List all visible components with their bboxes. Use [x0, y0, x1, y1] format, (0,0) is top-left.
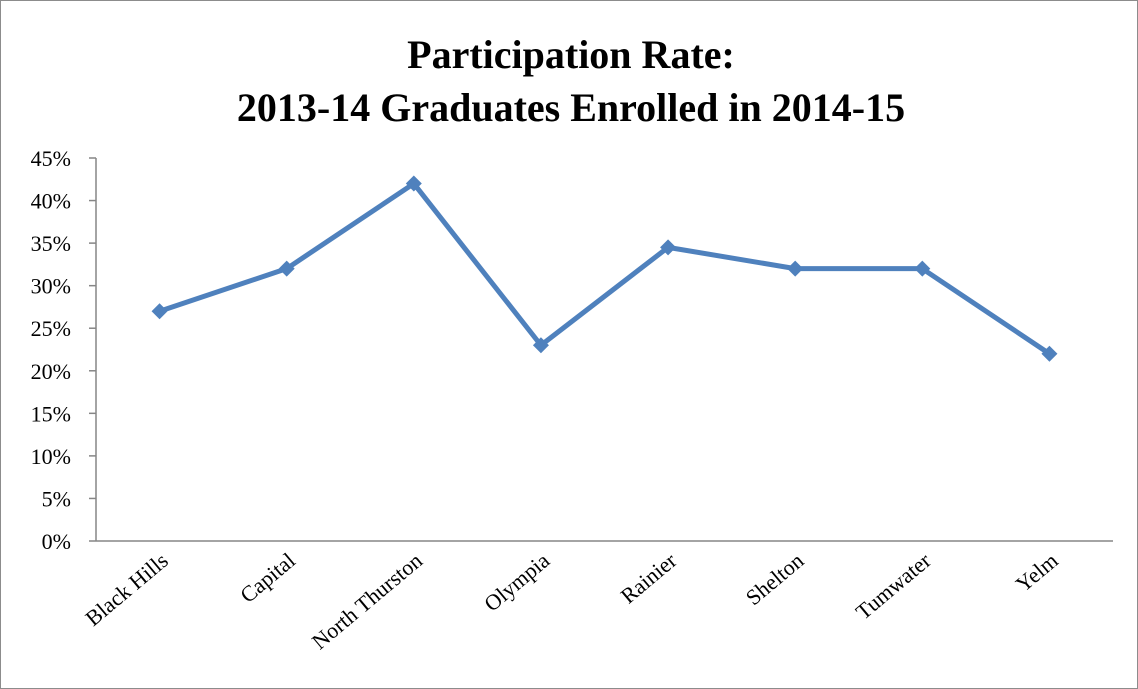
- x-tick-label: Yelm: [1011, 548, 1063, 597]
- x-tick-label: Black Hills: [80, 548, 172, 631]
- data-point-marker: [151, 303, 168, 320]
- data-point-marker: [660, 239, 677, 256]
- x-tick-label: Rainier: [616, 547, 682, 608]
- data-point-marker: [914, 260, 931, 277]
- chart-title-line-2: 2013-14 Graduates Enrolled in 2014-15: [237, 85, 905, 130]
- y-tick-label: 20%: [31, 359, 71, 384]
- y-tick-labels: 0% 5% 10% 15% 20% 25% 30% 35% 40% 45%: [31, 146, 96, 554]
- x-tick-labels: Black Hills Capital North Thurston Olympia R…: [80, 547, 1062, 654]
- y-tick-label: 30%: [31, 274, 71, 299]
- x-tick-label: Olympia: [479, 548, 554, 617]
- y-tick-label: 25%: [31, 316, 71, 341]
- series: [151, 175, 1058, 362]
- y-tick-label: 15%: [31, 401, 71, 426]
- x-tick-label: North Thurston: [307, 548, 427, 654]
- x-tick-label: Capital: [235, 548, 300, 608]
- y-tick-label: 45%: [31, 146, 71, 171]
- chart-title-line-1: Participation Rate:: [407, 32, 735, 77]
- series-line: [158, 181, 1051, 356]
- y-tick-label: 0%: [42, 529, 71, 554]
- y-tick-label: 5%: [42, 486, 71, 511]
- axes: [95, 158, 1113, 542]
- y-tick-label: 10%: [31, 444, 71, 469]
- data-point-marker: [532, 337, 549, 354]
- y-tick-label: 35%: [31, 231, 71, 256]
- y-tick-label: 40%: [31, 189, 71, 214]
- data-point-marker: [405, 175, 422, 192]
- x-tick-label: Shelton: [741, 548, 809, 610]
- data-point-marker: [787, 260, 804, 277]
- x-tick-label: Tumwater: [851, 547, 936, 624]
- data-point-marker: [278, 260, 295, 277]
- data-point-marker: [1041, 345, 1058, 362]
